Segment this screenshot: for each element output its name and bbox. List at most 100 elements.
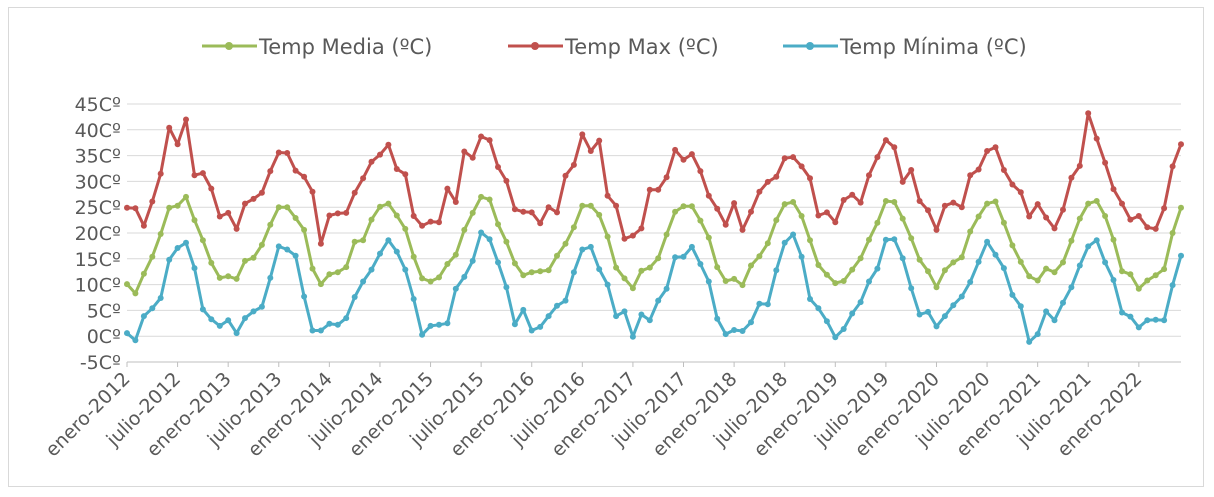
data-point — [436, 321, 442, 328]
data-point — [790, 231, 797, 238]
data-point — [1169, 230, 1176, 236]
data-point — [208, 185, 215, 192]
data-point — [1000, 167, 1007, 173]
data-point — [368, 216, 375, 223]
data-point — [941, 267, 948, 274]
data-point — [663, 174, 670, 181]
data-point — [199, 306, 206, 313]
data-point — [284, 246, 291, 253]
data-point — [840, 326, 847, 332]
data-point — [882, 236, 889, 243]
legend: Temp Media (ºC) Temp Max (ºC) Temp Mínim… — [202, 35, 1027, 59]
data-point — [351, 238, 358, 245]
data-point — [984, 148, 991, 154]
data-point — [697, 168, 704, 175]
data-point — [722, 331, 729, 338]
data-point — [840, 197, 847, 203]
data-point — [436, 219, 442, 226]
data-point — [967, 172, 974, 179]
series-line-2 — [126, 231, 1183, 344]
data-point — [183, 239, 189, 246]
data-point — [393, 166, 400, 172]
data-point — [427, 218, 434, 225]
data-point — [124, 330, 130, 337]
data-point — [537, 268, 544, 275]
data-point — [579, 131, 586, 138]
data-point — [419, 222, 426, 229]
data-point — [242, 257, 248, 264]
data-point — [1161, 317, 1168, 324]
data-point — [377, 203, 383, 210]
legend-label-media: Temp Media (ºC) — [258, 35, 432, 59]
data-point — [368, 266, 375, 273]
legend-item-max: Temp Max (ºC) — [508, 35, 719, 59]
data-point — [798, 253, 805, 260]
legend-item-media: Temp Media (ºC) — [202, 35, 432, 59]
data-point — [1119, 309, 1125, 316]
data-point — [579, 202, 586, 209]
series-line-1 — [126, 111, 1183, 246]
data-point — [604, 192, 611, 199]
data-point — [1060, 206, 1066, 213]
data-point — [191, 217, 198, 224]
data-point — [495, 221, 501, 228]
data-point — [132, 290, 139, 297]
data-point — [1085, 200, 1092, 207]
data-point — [680, 253, 687, 260]
data-point — [832, 280, 839, 287]
data-point — [1000, 219, 1007, 226]
data-point — [688, 203, 695, 210]
data-point — [427, 322, 434, 329]
data-point — [216, 322, 223, 329]
data-point — [1169, 163, 1176, 170]
data-point — [950, 259, 957, 266]
data-point — [427, 278, 434, 285]
data-point — [1152, 316, 1159, 323]
data-point — [309, 188, 316, 195]
data-point — [503, 238, 510, 245]
data-point — [1169, 282, 1176, 289]
data-point — [385, 200, 392, 207]
data-point — [705, 234, 712, 241]
data-point — [646, 264, 653, 271]
data-point — [697, 217, 704, 224]
data-point — [764, 240, 771, 247]
data-point — [781, 239, 788, 246]
data-point — [899, 215, 906, 222]
legend-label-min: Temp Mínima (ºC) — [839, 35, 1027, 59]
data-point — [149, 305, 156, 312]
data-point — [191, 172, 198, 179]
data-point — [587, 148, 594, 154]
data-point — [1135, 213, 1142, 219]
data-point — [258, 241, 265, 248]
data-point — [149, 198, 156, 205]
data-point — [537, 220, 544, 227]
data-point — [233, 330, 240, 337]
data-point — [604, 281, 611, 288]
data-point — [292, 215, 299, 221]
data-point — [528, 269, 535, 276]
data-point — [174, 202, 181, 209]
data-point — [638, 267, 645, 274]
data-point — [984, 238, 991, 245]
data-point — [199, 237, 206, 244]
data-point — [629, 333, 636, 340]
data-point — [452, 285, 459, 292]
data-point — [1178, 141, 1184, 148]
data-point — [452, 199, 459, 205]
data-point — [402, 171, 409, 178]
data-point — [773, 173, 780, 180]
data-point — [157, 295, 164, 301]
data-point — [857, 199, 864, 206]
data-point — [267, 221, 274, 228]
data-point — [672, 146, 679, 153]
data-point — [908, 167, 915, 173]
data-point — [722, 221, 729, 228]
data-point — [984, 200, 991, 207]
data-point — [1060, 259, 1066, 266]
data-point — [773, 267, 780, 274]
data-point — [1043, 214, 1050, 221]
data-point — [655, 255, 662, 262]
data-point — [1127, 313, 1134, 320]
data-point — [1152, 225, 1159, 232]
